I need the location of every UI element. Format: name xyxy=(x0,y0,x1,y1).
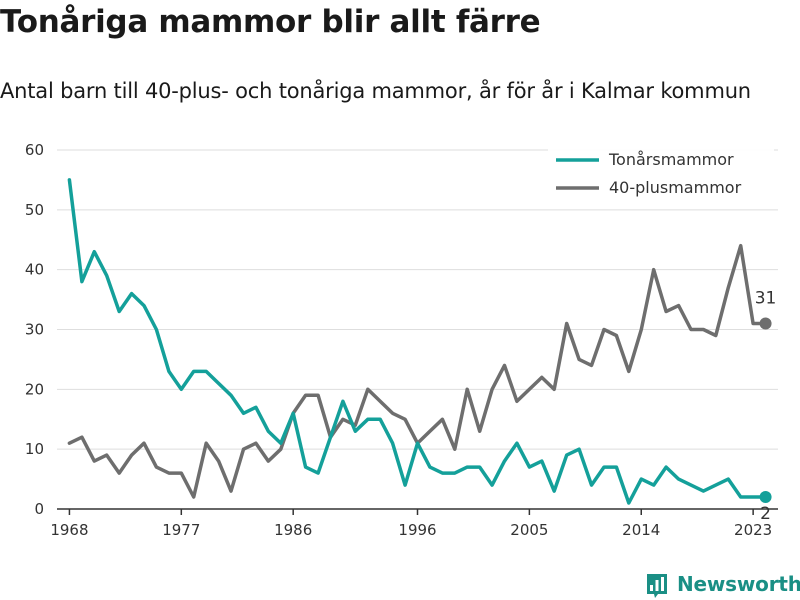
y-tick-label-40: 40 xyxy=(25,261,44,279)
chart-subtitle: Antal barn till 40-plus- och tonåriga ma… xyxy=(0,79,751,103)
series-lines: 31 2 xyxy=(67,178,777,524)
y-tick-label-30: 30 xyxy=(25,321,44,339)
x-tick-label-1968: 1968 xyxy=(50,521,88,539)
x-tick-label-2023: 2023 xyxy=(734,521,772,539)
legend-label-40-plusmammor: 40-plusmammor xyxy=(609,178,742,197)
y-tick-label-10: 10 xyxy=(25,440,44,458)
chart-title: Tonåriga mammor blir allt färre xyxy=(0,4,541,40)
x-tick-label-1996: 1996 xyxy=(398,521,436,539)
x-tick-label-2014: 2014 xyxy=(622,521,660,539)
x-axis-labels: 1968 1977 1986 1996 2005 2014 2023 xyxy=(50,521,772,539)
newsworthy-logo[interactable]: Newsworthy xyxy=(645,569,800,599)
brand-name: Newsworthy xyxy=(677,572,800,596)
bar-chart-logo-icon xyxy=(647,574,667,598)
end-point-ton-rsmammor xyxy=(759,491,772,504)
legend: Tonårsmammor 40-plusmammor xyxy=(548,146,774,206)
x-tick-label-1977: 1977 xyxy=(162,521,200,539)
y-tick-label-50: 50 xyxy=(25,201,44,219)
x-tick-label-1986: 1986 xyxy=(274,521,312,539)
y-tick-label-0: 0 xyxy=(34,500,44,518)
end-label-40-plusmammor: 31 xyxy=(755,289,777,309)
series-line-40-plusmammor xyxy=(67,243,768,499)
series-line-ton-rsmammor xyxy=(67,178,768,505)
end-label-ton-rsmammor: 2 xyxy=(760,504,771,524)
y-tick-label-20: 20 xyxy=(25,380,44,398)
y-tick-label-60: 60 xyxy=(25,141,44,159)
legend-label-ton-rsmammor: Tonårsmammor xyxy=(608,150,734,169)
x-tick-label-2005: 2005 xyxy=(510,521,548,539)
y-axis-labels: 0 10 20 30 40 50 60 xyxy=(25,141,44,518)
end-point-40-plusmammor xyxy=(759,317,772,330)
legend-background xyxy=(548,146,774,206)
x-axis xyxy=(57,508,778,515)
